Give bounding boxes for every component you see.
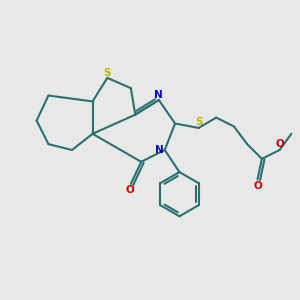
Text: O: O: [253, 181, 262, 191]
Text: O: O: [275, 139, 284, 149]
Text: S: S: [195, 117, 202, 127]
Text: S: S: [103, 68, 111, 78]
Text: N: N: [154, 90, 163, 100]
Text: O: O: [125, 185, 134, 195]
Text: N: N: [155, 145, 164, 155]
